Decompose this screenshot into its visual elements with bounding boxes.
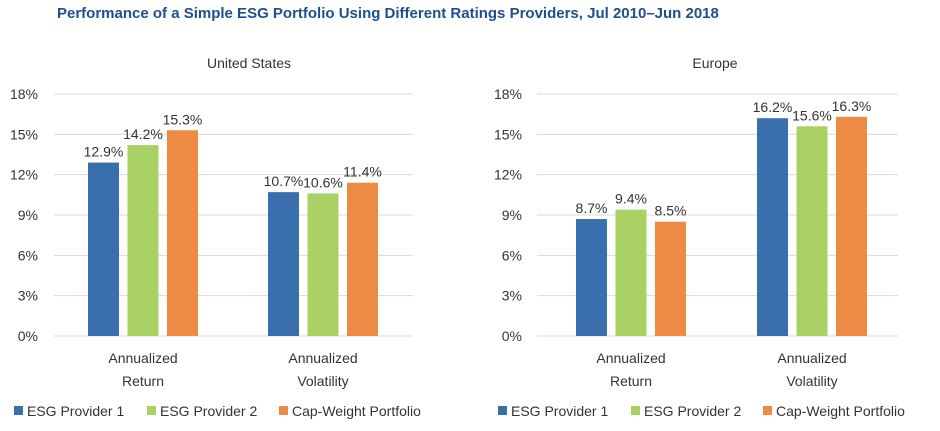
legend-label: ESG Provider 2: [160, 403, 257, 419]
legend-swatch: [279, 406, 288, 415]
legend-label: ESG Provider 2: [644, 403, 741, 419]
bar: [836, 116, 867, 336]
legend-swatch: [14, 406, 23, 415]
y-tick-label: 9%: [18, 207, 38, 223]
bar: [347, 182, 378, 336]
data-label: 8.7%: [576, 200, 608, 216]
bar: [268, 192, 299, 336]
data-label: 10.6%: [303, 174, 343, 190]
bar: [796, 126, 828, 337]
y-tick-label: 18%: [10, 86, 38, 102]
data-label: 15.6%: [792, 107, 832, 123]
data-label: 16.3%: [832, 98, 872, 114]
data-label: 8.5%: [655, 203, 687, 219]
legend-swatch: [763, 406, 772, 415]
bar: [88, 162, 119, 336]
x-category-label: Annualized: [288, 350, 357, 366]
data-label: 16.2%: [753, 99, 793, 115]
y-tick-label: 3%: [502, 288, 522, 304]
y-tick-label: 15%: [10, 126, 38, 142]
y-tick-label: 15%: [494, 126, 522, 142]
x-category-label: Annualized: [596, 350, 665, 366]
figure-title: Performance of a Simple ESG Portfolio Us…: [57, 5, 719, 22]
y-tick-label: 12%: [10, 167, 38, 183]
x-category-label: Return: [122, 373, 164, 389]
y-tick-label: 12%: [494, 167, 522, 183]
y-tick-label: 18%: [494, 86, 522, 102]
x-category-label: Volatility: [297, 373, 348, 389]
y-tick-label: 3%: [18, 288, 38, 304]
bar: [127, 145, 159, 336]
bar: [167, 130, 198, 336]
data-label: 10.7%: [264, 173, 304, 189]
data-label: 12.9%: [84, 144, 124, 160]
x-category-label: Return: [610, 373, 652, 389]
chart-title: Europe: [692, 55, 737, 71]
legend-swatch: [147, 406, 156, 415]
bar: [655, 221, 686, 336]
legend-swatch: [631, 406, 640, 415]
legend-label: Cap-Weight Portfolio: [776, 403, 905, 419]
bar: [307, 193, 339, 336]
legend-label: Cap-Weight Portfolio: [292, 403, 421, 419]
y-tick-label: 9%: [502, 207, 522, 223]
x-category-label: Annualized: [108, 350, 177, 366]
data-label: 15.3%: [163, 111, 203, 127]
y-tick-label: 0%: [18, 328, 38, 344]
y-tick-label: 6%: [502, 247, 522, 263]
legend-label: ESG Provider 1: [511, 403, 608, 419]
x-category-label: Volatility: [786, 373, 837, 389]
y-tick-label: 6%: [18, 247, 38, 263]
data-label: 9.4%: [615, 191, 647, 207]
chart-title: United States: [207, 55, 291, 71]
data-label: 14.2%: [123, 126, 163, 142]
legend-swatch: [498, 406, 507, 415]
data-label: 11.4%: [343, 164, 382, 180]
bar: [757, 118, 788, 336]
legend-label: ESG Provider 1: [27, 403, 124, 419]
bar: [576, 219, 607, 336]
x-category-label: Annualized: [777, 350, 846, 366]
y-tick-label: 0%: [502, 328, 522, 344]
bar: [615, 209, 647, 336]
